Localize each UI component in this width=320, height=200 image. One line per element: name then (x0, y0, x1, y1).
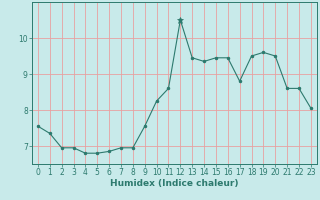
X-axis label: Humidex (Indice chaleur): Humidex (Indice chaleur) (110, 179, 239, 188)
